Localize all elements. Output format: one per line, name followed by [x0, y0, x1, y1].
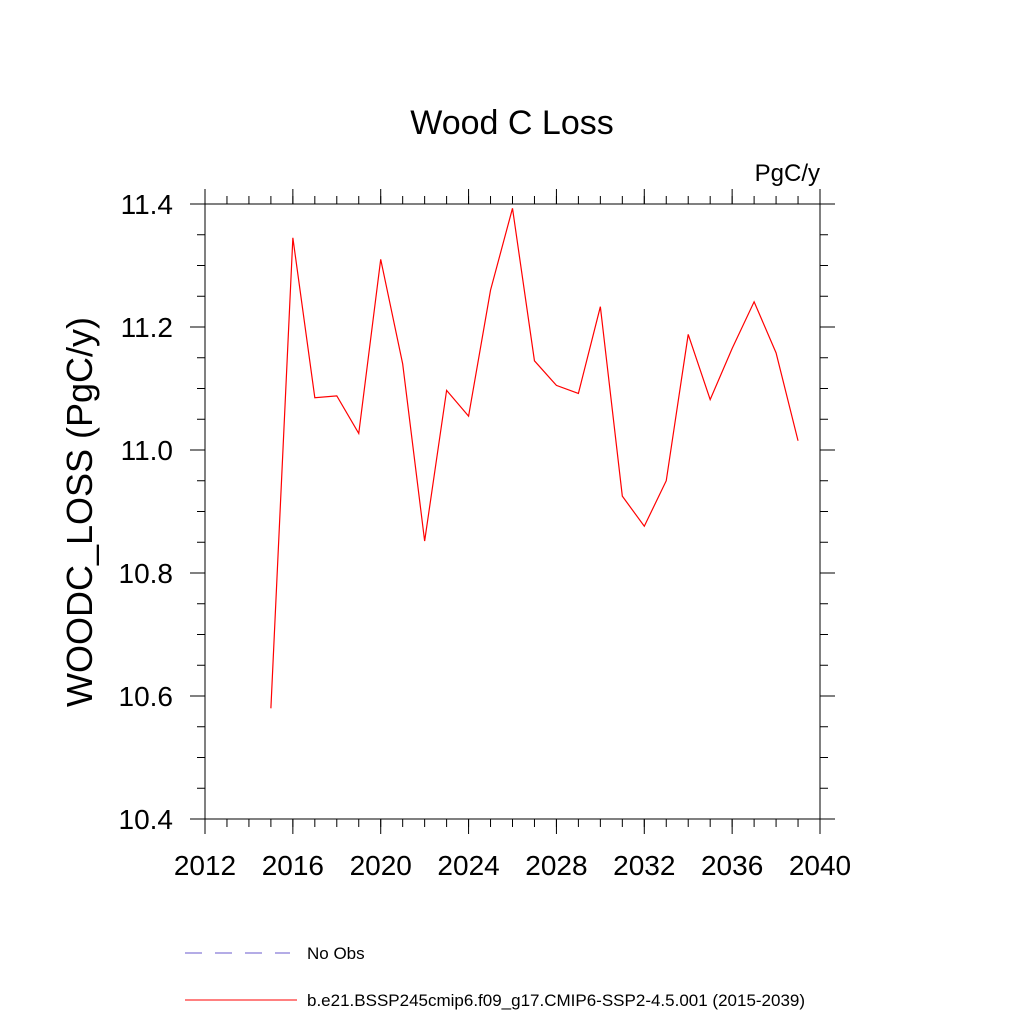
- x-tick-label: 2040: [789, 850, 851, 881]
- y-tick-label: 10.8: [119, 558, 174, 589]
- x-tick-label: 2020: [350, 850, 412, 881]
- plot-frame: [204, 203, 821, 820]
- x-tick-label: 2028: [525, 850, 587, 881]
- y-tick-label: 11.4: [121, 189, 173, 220]
- x-tick-label: 2012: [174, 850, 236, 881]
- y-tick-label: 11.0: [121, 435, 173, 466]
- units-label: PgC/y: [755, 160, 820, 187]
- axis-ticks: [190, 189, 835, 834]
- legend: No Obs b.e21.BSSP245cmip6.f09_g17.CMIP6-…: [185, 944, 805, 1010]
- axis-tick-labels: 10.4 10.6 10.8 11.0 11.2 11.4 2012 2016 2020 2024…: [119, 189, 852, 881]
- y-tick-label: 11.2: [121, 312, 173, 343]
- legend-label-model-run: b.e21.BSSP245cmip6.f09_g17.CMIP6-SSP2-4.…: [307, 991, 805, 1010]
- y-tick-label: 10.4: [119, 804, 174, 835]
- y-tick-label: 10.6: [119, 681, 174, 712]
- legend-label-no-obs: No Obs: [307, 944, 365, 963]
- x-tick-label: 2024: [437, 850, 499, 881]
- chart-title: Wood C Loss: [410, 104, 613, 142]
- x-tick-label: 2036: [701, 850, 763, 881]
- series-line-0: [270, 208, 799, 709]
- x-tick-label: 2032: [613, 850, 675, 881]
- series-layer: [270, 208, 799, 709]
- y-axis-label: WOODC_LOSS (PgC/y): [59, 317, 100, 707]
- x-tick-label: 2016: [262, 850, 324, 881]
